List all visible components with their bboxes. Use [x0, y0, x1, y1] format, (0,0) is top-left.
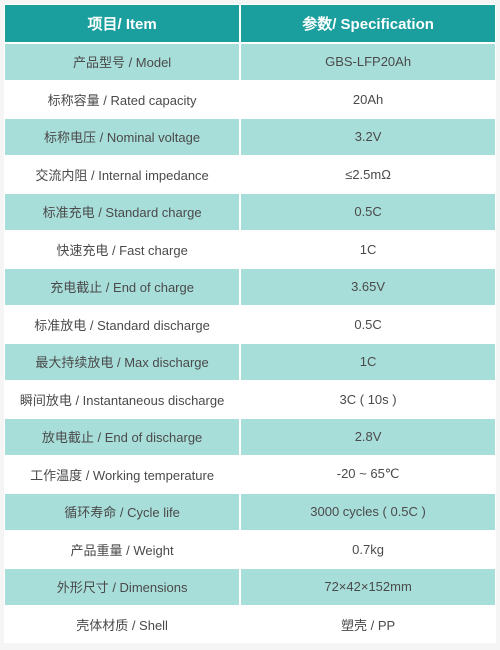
cell-item: 最大持续放电 / Max discharge — [4, 343, 240, 381]
cell-item: 充电截止 / End of charge — [4, 268, 240, 306]
cell-item: 标称容量 / Rated capacity — [4, 81, 240, 119]
cell-item: 工作温度 / Working temperature — [4, 456, 240, 494]
cell-item: 产品型号 / Model — [4, 43, 240, 81]
header-item: 项目/ Item — [4, 4, 240, 43]
table-row: 产品重量 / Weight0.7kg — [4, 531, 496, 569]
cell-spec: 3.2V — [240, 118, 496, 156]
cell-item: 产品重量 / Weight — [4, 531, 240, 569]
table-row: 快速充电 / Fast charge1C — [4, 231, 496, 269]
cell-spec: 1C — [240, 231, 496, 269]
table-header-row: 项目/ Item 参数/ Specification — [4, 4, 496, 43]
cell-spec: -20 ~ 65℃ — [240, 456, 496, 494]
table-body: 产品型号 / ModelGBS-LFP20Ah 标称容量 / Rated cap… — [4, 43, 496, 643]
table-row: 循环寿命 / Cycle life3000 cycles ( 0.5C ) — [4, 493, 496, 531]
cell-spec: ≤2.5mΩ — [240, 156, 496, 194]
cell-spec: 3C ( 10s ) — [240, 381, 496, 419]
cell-item: 快速充电 / Fast charge — [4, 231, 240, 269]
cell-spec: GBS-LFP20Ah — [240, 43, 496, 81]
cell-spec: 2.8V — [240, 418, 496, 456]
cell-item: 放电截止 / End of discharge — [4, 418, 240, 456]
table-row: 外形尺寸 / Dimensions72×42×152mm — [4, 568, 496, 606]
cell-item: 标准充电 / Standard charge — [4, 193, 240, 231]
cell-spec: 0.5C — [240, 306, 496, 344]
cell-item: 标准放电 / Standard discharge — [4, 306, 240, 344]
header-spec: 参数/ Specification — [240, 4, 496, 43]
cell-item: 瞬间放电 / Instantaneous discharge — [4, 381, 240, 419]
cell-spec: 塑壳 / PP — [240, 606, 496, 644]
table-row: 产品型号 / ModelGBS-LFP20Ah — [4, 43, 496, 81]
table-row: 交流内阻 / Internal impedance≤2.5mΩ — [4, 156, 496, 194]
cell-item: 循环寿命 / Cycle life — [4, 493, 240, 531]
cell-spec: 0.7kg — [240, 531, 496, 569]
cell-item: 外形尺寸 / Dimensions — [4, 568, 240, 606]
table-row: 标准放电 / Standard discharge0.5C — [4, 306, 496, 344]
cell-spec: 0.5C — [240, 193, 496, 231]
table-row: 工作温度 / Working temperature-20 ~ 65℃ — [4, 456, 496, 494]
cell-item: 交流内阻 / Internal impedance — [4, 156, 240, 194]
cell-item: 标称电压 / Nominal voltage — [4, 118, 240, 156]
cell-spec: 72×42×152mm — [240, 568, 496, 606]
cell-item: 壳体材质 / Shell — [4, 606, 240, 644]
table-row: 瞬间放电 / Instantaneous discharge3C ( 10s ) — [4, 381, 496, 419]
table-row: 充电截止 / End of charge3.65V — [4, 268, 496, 306]
cell-spec: 3.65V — [240, 268, 496, 306]
table-row: 标准充电 / Standard charge0.5C — [4, 193, 496, 231]
table-row: 放电截止 / End of discharge2.8V — [4, 418, 496, 456]
cell-spec: 1C — [240, 343, 496, 381]
cell-spec: 3000 cycles ( 0.5C ) — [240, 493, 496, 531]
spec-table: 项目/ Item 参数/ Specification 产品型号 / ModelG… — [4, 4, 496, 643]
cell-spec: 20Ah — [240, 81, 496, 119]
table-row: 标称容量 / Rated capacity20Ah — [4, 81, 496, 119]
table-row: 壳体材质 / Shell塑壳 / PP — [4, 606, 496, 644]
table-row: 最大持续放电 / Max discharge1C — [4, 343, 496, 381]
table-row: 标称电压 / Nominal voltage3.2V — [4, 118, 496, 156]
